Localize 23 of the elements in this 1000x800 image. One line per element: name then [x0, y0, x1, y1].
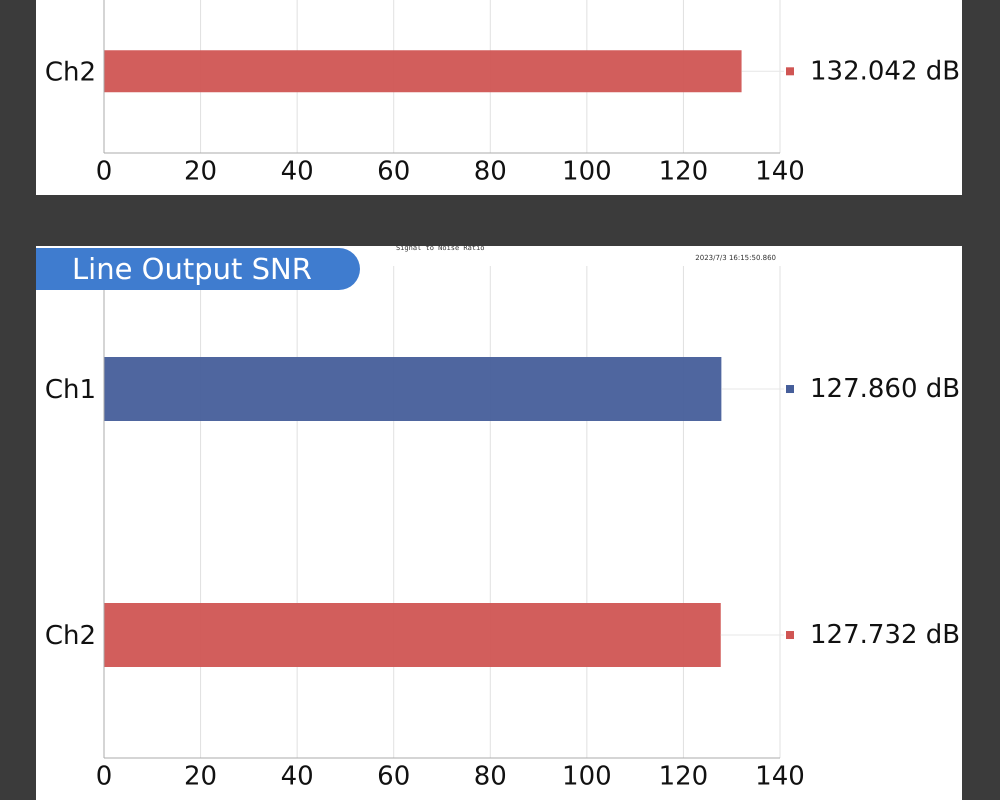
x-tick-label: 40 — [280, 761, 314, 792]
x-tick-label: 60 — [377, 761, 410, 792]
x-tick-label: 100 — [562, 761, 612, 792]
y-tick-label: Ch2 — [44, 621, 96, 652]
data-label: 127.732 dB — [810, 620, 960, 650]
x-tick-label: 120 — [658, 156, 708, 186]
y-tick-label: Ch2 — [44, 58, 96, 88]
x-tick-label: 20 — [184, 156, 218, 186]
x-tick-label: 80 — [474, 761, 507, 792]
x-tick-label: 40 — [280, 156, 314, 186]
x-tick-label: 20 — [184, 761, 218, 792]
x-tick-label: 100 — [562, 156, 612, 186]
chart-title: Line Output SNR — [36, 248, 360, 290]
y-tick-label: Ch1 — [44, 375, 96, 406]
x-tick-label: 80 — [474, 156, 507, 186]
x-tick-label: 0 — [96, 156, 112, 186]
x-tick-label: 120 — [658, 761, 708, 792]
x-tick-label: 0 — [96, 761, 112, 792]
x-tick-label: 140 — [755, 156, 805, 186]
x-tick-label: 60 — [377, 156, 410, 186]
data-label: 132.042 dB — [810, 56, 960, 86]
data-label: 127.860 dB — [810, 374, 960, 404]
x-tick-label: 140 — [755, 761, 805, 792]
